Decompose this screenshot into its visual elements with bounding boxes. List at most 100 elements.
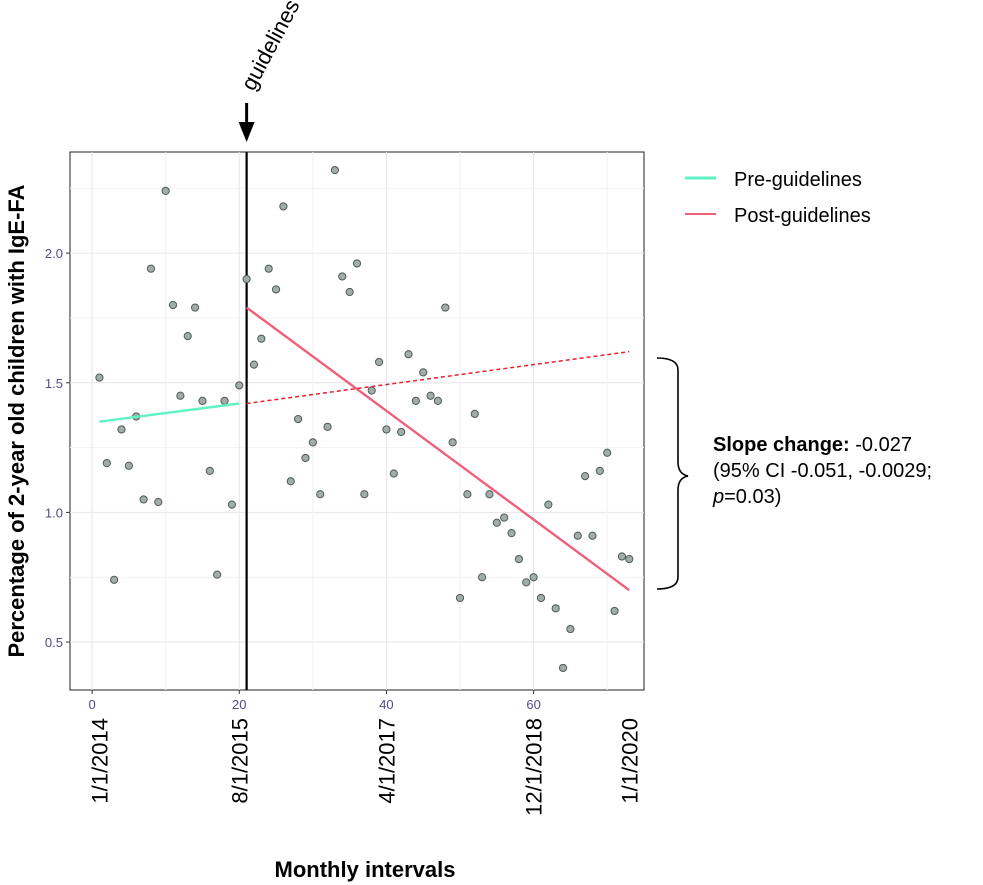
- y-axis: 0.5 1.0 1.5 2.0: [45, 246, 70, 650]
- data-point: [397, 427, 406, 437]
- data-point: [478, 573, 487, 582]
- data-point: [286, 477, 295, 486]
- slope-change-brace: [656, 357, 689, 590]
- p-value: =0.03): [724, 486, 782, 508]
- data-point: [110, 575, 119, 584]
- data-point: [198, 396, 207, 406]
- data-point: [551, 604, 560, 613]
- data-point: [529, 573, 538, 582]
- data-point: [411, 396, 420, 406]
- x-tick-label: 0: [88, 697, 95, 712]
- data-point: [183, 331, 192, 341]
- data-point: [389, 469, 398, 478]
- data-point: [213, 570, 222, 579]
- legend-label-post: Post-guidelines: [734, 205, 871, 227]
- data-point: [588, 531, 597, 540]
- data-point: [367, 386, 376, 395]
- data-point: [220, 396, 229, 406]
- data-point: [227, 500, 236, 509]
- data-point: [426, 391, 435, 400]
- date-label: 1/1/2014: [87, 718, 112, 804]
- data-point: [102, 459, 111, 468]
- data-point: [404, 350, 413, 359]
- intervention-label: guidelines: [236, 0, 305, 94]
- data-point: [463, 490, 472, 499]
- data-point: [492, 518, 501, 527]
- data-points: [95, 166, 634, 673]
- data-point: [581, 471, 590, 481]
- data-point: [522, 578, 531, 587]
- data-point: [323, 422, 332, 431]
- legend-label-pre: Pre-guidelines: [734, 169, 862, 191]
- data-point: [301, 453, 310, 463]
- data-point: [95, 373, 104, 382]
- data-point: [595, 466, 604, 476]
- x-tick-label: 20: [232, 697, 246, 712]
- pre-guidelines-line: [99, 402, 240, 423]
- date-label: 8/1/2015: [227, 718, 252, 804]
- data-point: [139, 495, 148, 504]
- data-point: [191, 303, 200, 312]
- data-point: [514, 554, 523, 564]
- data-point: [316, 490, 325, 499]
- data-point: [566, 624, 575, 634]
- data-point: [117, 425, 126, 434]
- data-point: [448, 438, 457, 447]
- y-tick-label: 2.0: [45, 246, 63, 261]
- data-point: [124, 461, 133, 470]
- data-point: [176, 391, 185, 400]
- intervention-arrow-head: [238, 122, 255, 142]
- data-point: [536, 593, 546, 603]
- trend-lines: [99, 306, 630, 592]
- data-point: [146, 264, 156, 273]
- data-point: [470, 409, 479, 418]
- data-point: [360, 490, 369, 499]
- data-point: [242, 274, 251, 284]
- date-labels: 1/1/2014 8/1/2015 4/1/2017 12/1/2018 1/1/202…: [87, 718, 642, 816]
- p-label: p: [713, 486, 725, 508]
- data-point: [257, 334, 266, 343]
- data-point: [168, 300, 178, 310]
- slope-change-value: -0.027: [849, 434, 912, 456]
- y-axis-title: Percentage of 2-year old children with I…: [4, 184, 29, 657]
- data-point: [558, 663, 568, 673]
- y-tick-label: 1.5: [45, 376, 63, 391]
- data-point: [573, 531, 582, 540]
- date-label: 4/1/2017: [374, 718, 399, 804]
- data-point: [603, 448, 612, 457]
- data-point: [610, 606, 619, 616]
- data-point: [374, 357, 384, 367]
- data-point: [330, 166, 340, 175]
- data-point: [338, 272, 347, 281]
- data-point: [507, 529, 516, 538]
- data-point: [294, 414, 303, 424]
- data-point: [625, 554, 634, 564]
- data-point: [617, 552, 627, 561]
- x-axis: 0 20 40 60: [88, 690, 541, 712]
- x-tick-label: 40: [379, 697, 393, 712]
- data-point: [154, 497, 163, 507]
- data-point: [352, 259, 362, 268]
- y-tick-label: 1.0: [45, 505, 63, 520]
- data-point: [345, 287, 354, 297]
- data-point: [419, 368, 428, 377]
- date-label: 1/1/2020: [617, 718, 642, 804]
- x-tick-label: 60: [526, 697, 540, 712]
- data-point: [205, 466, 214, 476]
- data-point: [485, 490, 494, 499]
- data-point: [264, 264, 273, 273]
- slope-change-annotation: Slope change: -0.027 (95% CI -0.051, -0.…: [713, 432, 981, 510]
- counterfactual-line: [246, 350, 630, 405]
- data-point: [308, 438, 317, 447]
- slope-change-label: Slope change:: [713, 434, 850, 456]
- data-point: [433, 396, 443, 406]
- y-tick-label: 0.5: [45, 635, 63, 650]
- data-point: [249, 360, 259, 369]
- data-point: [441, 303, 450, 312]
- post-guidelines-line: [245, 306, 630, 592]
- data-point: [271, 285, 281, 294]
- data-point: [279, 202, 288, 211]
- data-point: [161, 186, 170, 195]
- legend: Pre-guidelines Post-guidelines: [685, 169, 871, 227]
